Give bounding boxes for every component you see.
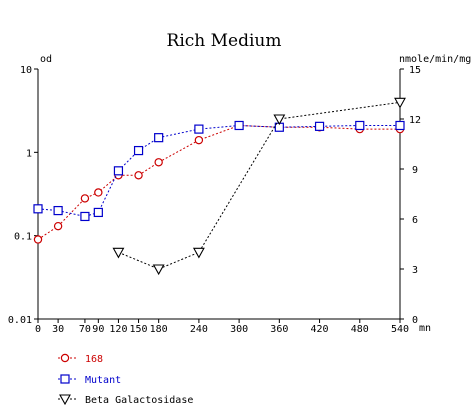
x-axis-unit-label: mn [419, 323, 431, 334]
x-tick-label: 30 [52, 324, 64, 335]
data-point [33, 235, 43, 244]
legend-label: Beta Galactosidase [85, 395, 193, 405]
y-right-tick-label: 0 [412, 315, 418, 326]
data-point [93, 207, 103, 218]
data-point [234, 120, 244, 131]
data-point [112, 247, 125, 259]
series-line [37, 124, 400, 217]
legend-label: 168 [85, 354, 103, 365]
data-point [154, 158, 163, 167]
y-right-tick-label: 9 [412, 165, 418, 176]
series-beta-galactosidase [112, 97, 406, 276]
data-point [152, 264, 165, 276]
data-point [194, 135, 204, 145]
y-left-axis-ticks: 10 1 0.1 0.01 [8, 65, 38, 326]
y-right-tick-label: 15 [409, 65, 421, 76]
series-layer [33, 97, 406, 276]
data-point [134, 171, 143, 180]
legend-label: Mutant [85, 375, 121, 386]
legend-marker [59, 394, 71, 405]
y-right-tick-label: 3 [412, 265, 418, 276]
data-point [133, 145, 144, 156]
data-point [94, 188, 103, 197]
legend-marker [60, 374, 70, 384]
legend-item: 168 [58, 353, 103, 365]
y-right-tick-label: 6 [412, 215, 418, 226]
data-point [194, 124, 204, 134]
x-tick-label: 480 [351, 324, 369, 335]
data-point [154, 133, 164, 143]
y-left-tick-label: 0.1 [14, 232, 32, 243]
series-mutant [33, 120, 405, 222]
series-line [118, 101, 401, 270]
data-point [33, 204, 43, 214]
x-tick-label: 360 [270, 324, 288, 335]
y-right-axis-label: nmole/min/mg [399, 54, 471, 65]
legend-item: Beta Galactosidase [58, 394, 193, 405]
x-tick-label: 150 [130, 324, 148, 335]
data-point [394, 97, 406, 109]
data-point [53, 205, 63, 216]
y-left-axis-label: od [40, 54, 52, 65]
x-tick-label: 120 [109, 324, 127, 335]
data-point [80, 211, 90, 222]
x-axis-ticks: 0 30 70 90 120 150 180 240 300 360 420 480 540 [35, 319, 409, 335]
x-tick-label: 180 [150, 324, 168, 335]
chart-title: Rich Medium [167, 31, 282, 51]
series-168 [33, 121, 405, 244]
x-tick-label: 300 [230, 324, 248, 335]
data-point [192, 247, 205, 259]
y-left-tick-label: 1 [26, 148, 32, 159]
data-point [314, 121, 325, 131]
x-tick-label: 240 [190, 324, 208, 335]
data-point [80, 194, 90, 203]
legend: 168 Mutant Beta Galactosidase [58, 353, 193, 405]
series-line [37, 124, 400, 240]
x-tick-label: 420 [311, 324, 329, 335]
data-point [53, 221, 63, 231]
data-point [355, 120, 365, 131]
y-left-tick-label: 0.01 [8, 315, 32, 326]
legend-item: Mutant [58, 374, 121, 386]
x-tick-label: 540 [391, 324, 409, 335]
legend-marker [60, 353, 70, 363]
x-tick-label: 70 [79, 324, 91, 335]
y-right-axis-ticks: 0 3 6 9 12 15 [400, 65, 421, 326]
x-tick-label: 0 [35, 324, 41, 335]
y-right-tick-label: 12 [409, 115, 421, 126]
data-point [273, 114, 286, 126]
data-point [395, 120, 405, 131]
x-tick-label: 90 [92, 324, 104, 335]
y-left-tick-label: 10 [20, 65, 32, 76]
data-point [113, 166, 124, 176]
